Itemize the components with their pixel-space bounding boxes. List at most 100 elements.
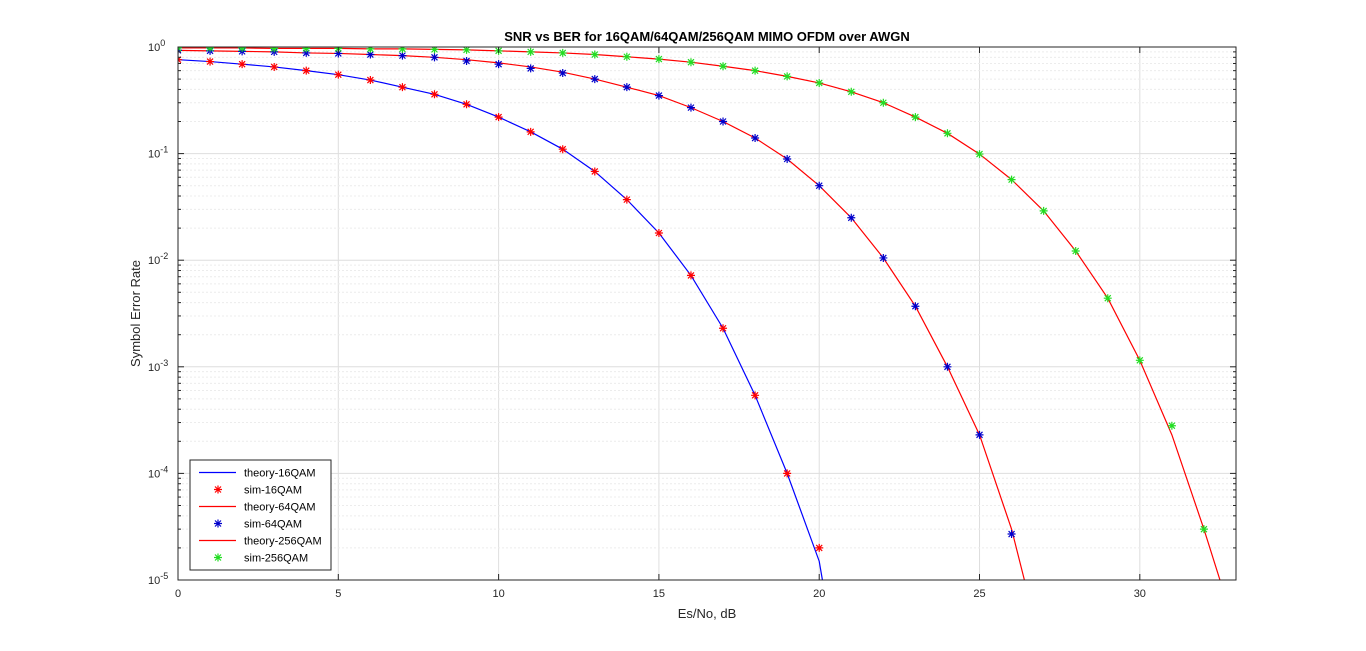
legend-marker [214, 519, 222, 528]
legend-swatch-marker [214, 553, 222, 562]
data-point-sim-64QAM [686, 103, 695, 112]
y-tick-exponent: 0 [160, 38, 165, 48]
chart-title: SNR vs BER for 16QAM/64QAM/256QAM MIMO O… [504, 29, 909, 44]
y-axis-label: Symbol Error Rate [128, 260, 143, 367]
data-point-sim-256QAM [206, 47, 215, 52]
data-point-sim-256QAM [1007, 175, 1016, 184]
data-point-sim-256QAM [366, 47, 375, 53]
legend-entry-label: sim-256QAM [244, 553, 308, 565]
data-point-sim-16QAM [398, 83, 407, 92]
data-point-sim-256QAM [783, 72, 792, 81]
data-point-sim-256QAM [1039, 206, 1048, 215]
data-point-sim-256QAM [302, 47, 311, 53]
data-point-sim-256QAM [879, 98, 888, 107]
x-tick-label: 25 [973, 588, 985, 600]
series-markers-sim-16QAM [178, 55, 824, 552]
data-point-sim-16QAM [526, 127, 535, 136]
y-tick-exponent: -4 [160, 464, 168, 474]
data-point-sim-256QAM [751, 66, 760, 75]
legend-box [189, 459, 332, 571]
data-point-sim-16QAM [238, 60, 247, 69]
x-tick-label: 0 [175, 588, 181, 600]
data-point-sim-64QAM [494, 60, 503, 69]
data-point-sim-16QAM [751, 391, 760, 400]
y-tick-exponent: -3 [160, 358, 168, 368]
data-point-sim-256QAM [558, 48, 567, 57]
data-point-sim-16QAM [815, 543, 824, 552]
legend-marker [214, 485, 222, 494]
data-point-sim-256QAM [1103, 294, 1112, 303]
data-point-sim-64QAM [943, 362, 952, 371]
data-point-sim-64QAM [911, 302, 920, 311]
data-point-sim-64QAM [398, 51, 407, 60]
data-point-sim-256QAM [1167, 421, 1176, 430]
data-point-sim-64QAM [430, 53, 439, 62]
data-point-sim-16QAM [719, 324, 728, 333]
data-point-sim-256QAM [270, 47, 279, 53]
legend-entry-label: theory-256QAM [244, 536, 322, 548]
data-point-sim-256QAM [847, 87, 856, 96]
x-tick-label: 5 [335, 588, 341, 600]
data-point-sim-256QAM [815, 78, 824, 87]
data-point-sim-16QAM [334, 70, 343, 79]
data-point-sim-16QAM [494, 113, 503, 122]
legend: theory-16QAM sim-16QAM theory-64QAM sim-64Q… [189, 459, 332, 571]
axes-box [177, 46, 1237, 581]
plot-area [178, 47, 1221, 580]
data-point-sim-64QAM [654, 91, 663, 100]
data-point-sim-16QAM [206, 57, 215, 66]
x-axis-label: Es/No, dB [678, 606, 737, 621]
data-point-sim-64QAM [622, 83, 631, 92]
data-point-sim-16QAM [270, 62, 279, 71]
data-point-sim-64QAM [462, 56, 471, 65]
series-line-theory-256QAM [178, 47, 1221, 580]
data-point-sim-256QAM [590, 50, 599, 59]
data-point-sim-256QAM [526, 47, 535, 56]
data-point-sim-256QAM [1135, 356, 1144, 365]
data-point-sim-16QAM [462, 100, 471, 109]
data-point-sim-256QAM [943, 129, 952, 138]
data-point-sim-64QAM [719, 117, 728, 126]
data-point-sim-256QAM [686, 58, 695, 67]
data-point-sim-256QAM [1199, 525, 1208, 534]
data-point-sim-16QAM [366, 76, 375, 85]
legend-entry-label: theory-64QAM [244, 502, 316, 514]
data-point-sim-16QAM [686, 271, 695, 280]
data-point-sim-256QAM [654, 55, 663, 64]
data-point-sim-16QAM [622, 195, 631, 204]
legend-marker [214, 553, 222, 562]
data-point-sim-64QAM [334, 49, 343, 58]
data-point-sim-64QAM [751, 134, 760, 143]
series-line-theory-16QAM [178, 59, 824, 580]
data-point-sim-16QAM [302, 66, 311, 75]
data-point-sim-64QAM [847, 213, 856, 222]
legend-entry-label: sim-16QAM [244, 485, 302, 497]
data-point-sim-64QAM [815, 181, 824, 190]
legend-swatch-marker [214, 485, 222, 494]
data-point-sim-64QAM [302, 48, 311, 57]
data-point-sim-256QAM [975, 150, 984, 159]
data-point-sim-64QAM [366, 50, 375, 59]
legend-entry-label: sim-64QAM [244, 519, 302, 531]
data-point-sim-16QAM [558, 145, 567, 154]
axes-background [178, 47, 1236, 580]
data-point-sim-256QAM [398, 47, 407, 53]
data-point-sim-256QAM [1071, 246, 1080, 255]
data-point-sim-16QAM [783, 469, 792, 478]
data-point-sim-256QAM [238, 47, 247, 52]
data-point-sim-64QAM [590, 75, 599, 84]
legend-swatch-marker [214, 519, 222, 528]
data-point-sim-16QAM [590, 167, 599, 176]
data-point-sim-16QAM [654, 228, 663, 237]
data-point-sim-64QAM [526, 64, 535, 73]
data-point-sim-64QAM [1007, 530, 1016, 539]
y-tick-exponent: -5 [160, 571, 168, 581]
data-point-sim-64QAM [879, 253, 888, 262]
data-point-sim-256QAM [462, 47, 471, 54]
data-point-sim-64QAM [783, 154, 792, 163]
grid [177, 46, 1236, 581]
y-tick-exponent: -2 [160, 251, 168, 261]
series-line-theory-64QAM [178, 49, 1025, 580]
legend-entry-label: theory-16QAM [244, 468, 316, 480]
